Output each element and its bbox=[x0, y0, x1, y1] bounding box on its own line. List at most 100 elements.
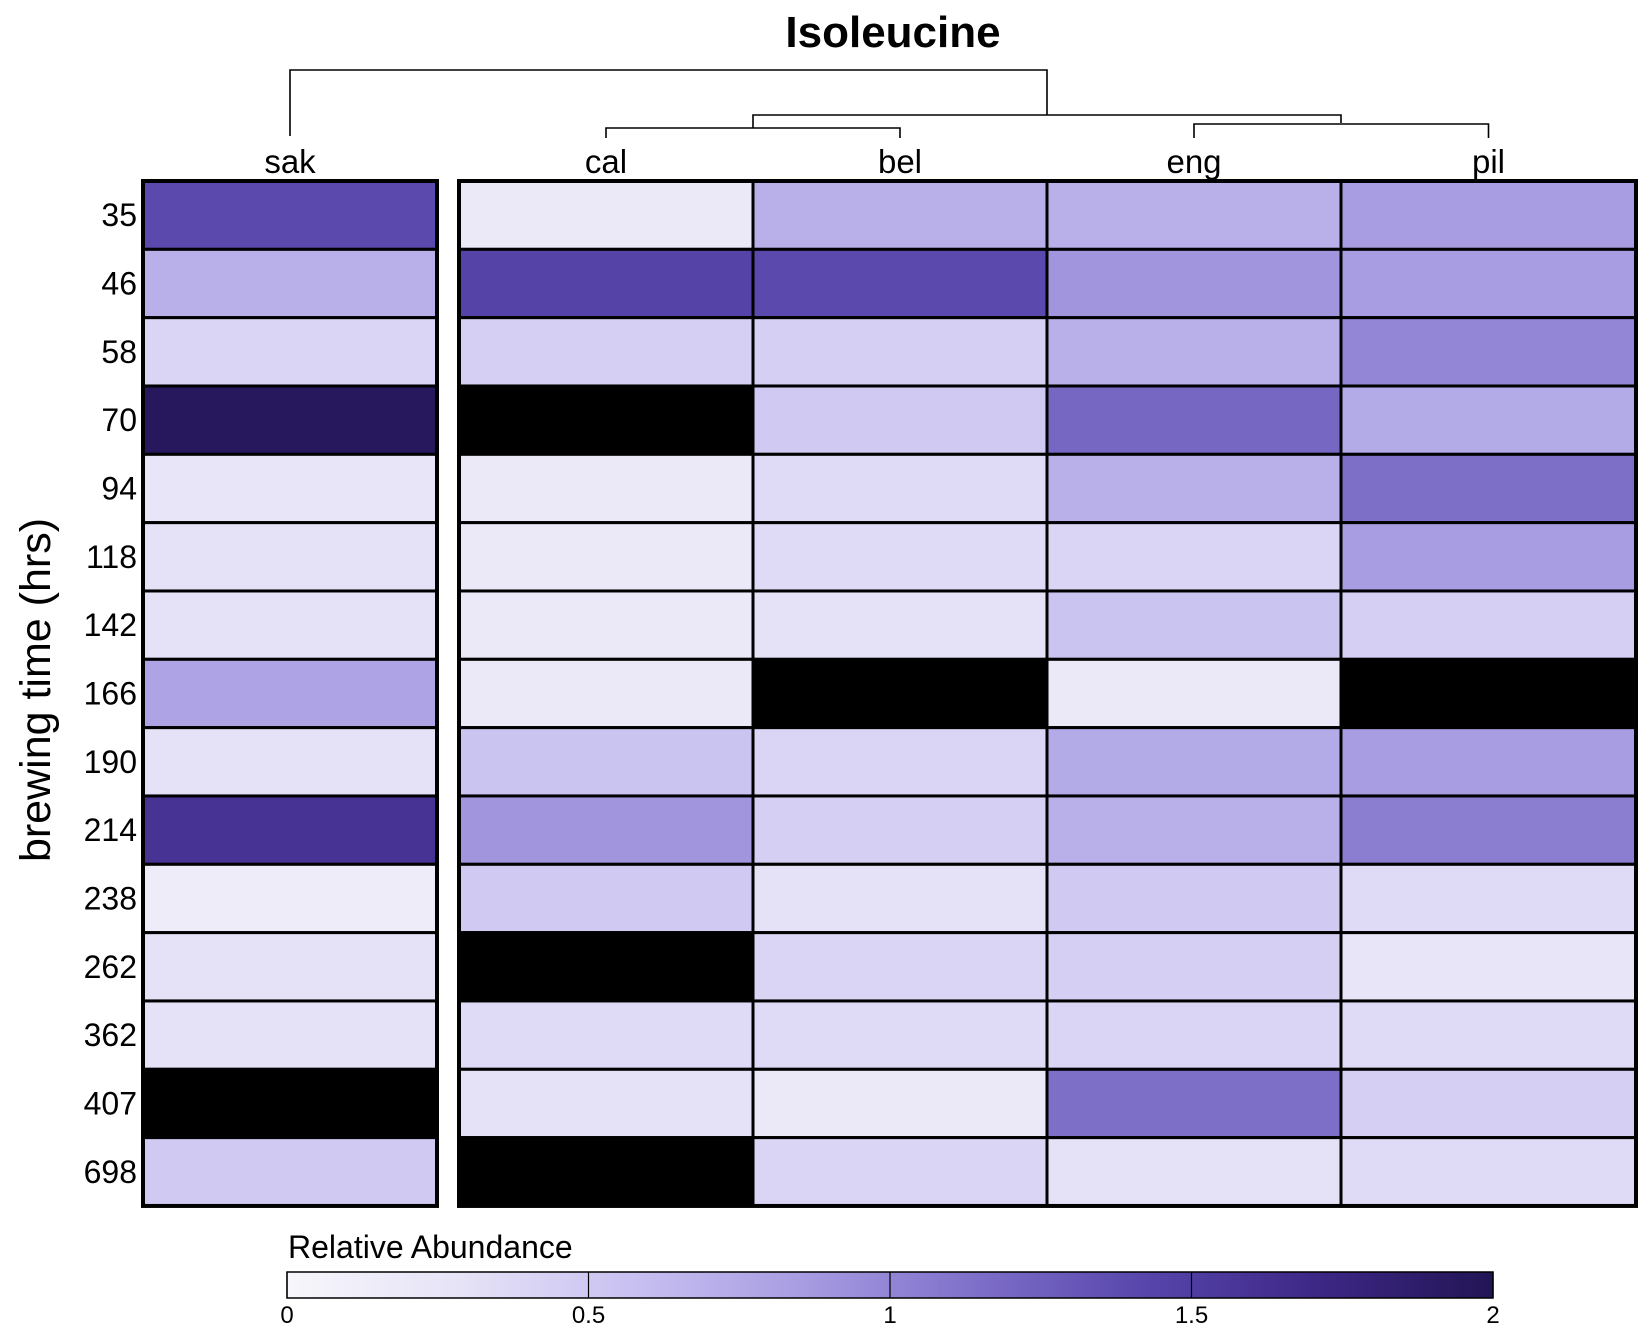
heatmap-cell-cal-142 bbox=[457, 589, 755, 661]
row-label-238: 238 bbox=[84, 880, 137, 916]
heatmap-cell-cal-70 bbox=[457, 384, 755, 456]
heatmap-cell-cal-214 bbox=[457, 794, 755, 866]
dendrogram-cal-bel-link bbox=[605, 127, 901, 138]
heatmap-cell-bel-46 bbox=[751, 247, 1049, 320]
heatmap-cell-cal-407 bbox=[457, 1067, 755, 1140]
heatmap-cell-eng-362 bbox=[1045, 999, 1343, 1071]
heatmap-cell-eng-262 bbox=[1045, 931, 1343, 1003]
heatmap-cell-eng-70 bbox=[1045, 384, 1343, 456]
panel-frame-main bbox=[457, 179, 1638, 1208]
colorbar-tick-label-2: 2 bbox=[1486, 1302, 1499, 1329]
column-label-bel: bel bbox=[878, 143, 922, 180]
heatmap-cell-pil-698 bbox=[1339, 1136, 1638, 1208]
heatmap-cell-bel-142 bbox=[751, 589, 1049, 661]
row-label-407: 407 bbox=[84, 1085, 137, 1121]
chart-title: Isoleucine bbox=[785, 8, 1000, 57]
heatmap-cell-bel-190 bbox=[751, 726, 1049, 798]
colorbar-tick-label-1: 1 bbox=[883, 1302, 896, 1329]
heatmap-panel-frames bbox=[141, 179, 1638, 1208]
row-label-118: 118 bbox=[86, 539, 137, 575]
row-label-190: 190 bbox=[84, 744, 137, 780]
heatmap-cell-bel-94 bbox=[751, 452, 1049, 525]
heatmap-cell-cal-362 bbox=[457, 999, 755, 1071]
heatmap-cell-sak-142 bbox=[141, 589, 439, 661]
heatmap-cell-bel-698 bbox=[751, 1136, 1049, 1208]
colorbar-label: Relative Abundance bbox=[288, 1229, 573, 1265]
heatmap-cell-pil-190 bbox=[1339, 726, 1638, 798]
row-label-94: 94 bbox=[101, 470, 137, 506]
column-label-eng: eng bbox=[1166, 143, 1221, 180]
heatmap-cell-eng-35 bbox=[1045, 179, 1343, 251]
heatmap-cell-pil-46 bbox=[1339, 247, 1638, 320]
row-label-70: 70 bbox=[101, 402, 137, 438]
heatmap-cell-pil-238 bbox=[1339, 862, 1638, 935]
heatmap-cell-bel-166 bbox=[751, 657, 1049, 730]
heatmap-cell-pil-362 bbox=[1339, 999, 1638, 1071]
heatmap-cell-eng-698 bbox=[1045, 1136, 1343, 1208]
heatmap-cell-sak-362 bbox=[141, 999, 439, 1071]
heatmap-cell-bel-238 bbox=[751, 862, 1049, 935]
heatmap-cell-bel-35 bbox=[751, 179, 1049, 251]
column-label-cal: cal bbox=[585, 143, 627, 180]
column-dendrogram bbox=[289, 69, 1490, 138]
heatmap-cell-eng-118 bbox=[1045, 521, 1343, 593]
heatmap-cell-sak-262 bbox=[141, 931, 439, 1003]
heatmap-cell-sak-35 bbox=[141, 179, 439, 251]
row-label-166: 166 bbox=[84, 675, 137, 711]
colorbar-tick-label-0.5: 0.5 bbox=[572, 1302, 605, 1329]
dendrogram-root-link bbox=[289, 69, 1048, 136]
heatmap-cell-cal-58 bbox=[457, 316, 755, 388]
heatmap-cell-cal-118 bbox=[457, 521, 755, 593]
heatmap-cell-cal-35 bbox=[457, 179, 755, 251]
y-axis-label: brewing time (hrs) bbox=[12, 518, 60, 862]
colorbar-tick-label-1.5: 1.5 bbox=[1175, 1302, 1208, 1329]
heatmap-cell-eng-190 bbox=[1045, 726, 1343, 798]
column-label-pil: pil bbox=[1472, 143, 1505, 180]
heatmap-cell-sak-166 bbox=[141, 657, 439, 730]
row-label-362: 362 bbox=[84, 1017, 137, 1053]
heatmap-cell-pil-262 bbox=[1339, 931, 1638, 1003]
heatmap-cell-pil-166 bbox=[1339, 657, 1638, 730]
heatmap-cell-eng-214 bbox=[1045, 794, 1343, 866]
heatmap-cell-eng-46 bbox=[1045, 247, 1343, 320]
heatmap-cell-eng-166 bbox=[1045, 657, 1343, 730]
heatmap-cell-sak-118 bbox=[141, 521, 439, 593]
row-label-58: 58 bbox=[101, 334, 137, 370]
heatmap-cell-sak-46 bbox=[141, 247, 439, 320]
heatmap-cell-cal-166 bbox=[457, 657, 755, 730]
column-label-sak: sak bbox=[264, 143, 316, 180]
heatmap-cell-sak-58 bbox=[141, 316, 439, 388]
heatmap-cell-bel-262 bbox=[751, 931, 1049, 1003]
heatmap-cell-sak-190 bbox=[141, 726, 439, 798]
heatmap-cells bbox=[141, 179, 1638, 1208]
heatmap-cell-pil-214 bbox=[1339, 794, 1638, 866]
heatmap-cell-bel-407 bbox=[751, 1067, 1049, 1140]
heatmap-cell-bel-118 bbox=[751, 521, 1049, 593]
heatmap-cell-pil-94 bbox=[1339, 452, 1638, 525]
heatmap-cell-pil-407 bbox=[1339, 1067, 1638, 1140]
heatmap-cell-eng-94 bbox=[1045, 452, 1343, 525]
row-label-214: 214 bbox=[84, 812, 137, 848]
heatmap-cell-sak-70 bbox=[141, 384, 439, 456]
heatmap-cell-cal-698 bbox=[457, 1136, 755, 1208]
heatmap-cell-eng-407 bbox=[1045, 1067, 1343, 1140]
heatmap-cell-sak-238 bbox=[141, 862, 439, 935]
panel-frame-sak bbox=[141, 179, 439, 1208]
heatmap-cell-pil-58 bbox=[1339, 316, 1638, 388]
row-labels: 35 46 58 70 94 118 142 166 190 214 238 262 362 407 698 bbox=[84, 197, 137, 1190]
colorbar-legend: Relative Abundance 0 0.5 1 1.5 2 bbox=[280, 1229, 1499, 1329]
heatmap-cell-cal-94 bbox=[457, 452, 755, 525]
heatmap-cell-pil-70 bbox=[1339, 384, 1638, 456]
dendrogram-eng-pil-link bbox=[1193, 123, 1490, 138]
heatmap-cell-sak-214 bbox=[141, 794, 439, 866]
heatmap-cell-pil-142 bbox=[1339, 589, 1638, 661]
heatmap-cell-pil-118 bbox=[1339, 521, 1638, 593]
heatmap-cell-cal-262 bbox=[457, 931, 755, 1003]
heatmap-cell-sak-94 bbox=[141, 452, 439, 525]
heatmap-cell-eng-238 bbox=[1045, 862, 1343, 935]
row-label-698: 698 bbox=[84, 1154, 137, 1190]
heatmap-cell-bel-58 bbox=[751, 316, 1049, 388]
heatmap-cell-bel-362 bbox=[751, 999, 1049, 1071]
heatmap-cell-cal-46 bbox=[457, 247, 755, 320]
